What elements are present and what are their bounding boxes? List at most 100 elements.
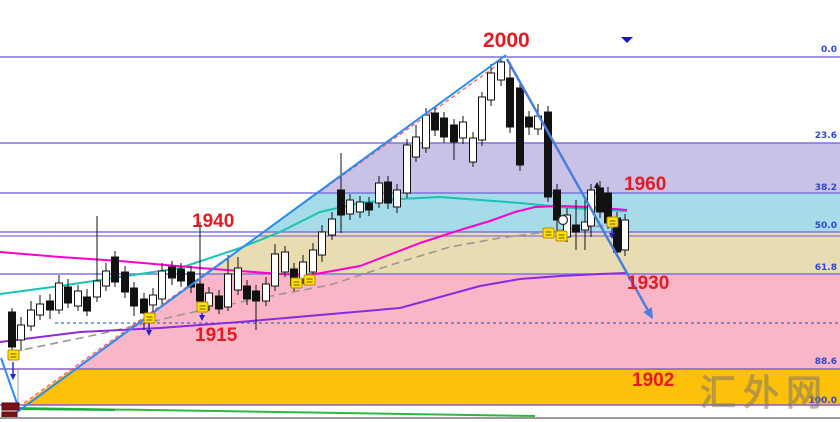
candle-body-bull [149,294,157,306]
candle-body-bear [384,181,392,204]
candle-body-bear [525,116,533,128]
candle-body-bear [121,271,129,293]
fib-label-61-8: 61.8 [814,263,837,273]
candle-body-bear [431,112,439,131]
ma-magenta [0,205,628,276]
candle-body-bear [64,286,72,304]
candle-body-bull [375,182,383,204]
tiny-up-arrow-icon [594,182,600,188]
candle-body-bear [196,283,204,302]
fib-band-1 [262,193,840,232]
candle-body-bear [572,224,580,233]
candle-body-bear [596,187,604,213]
circle-marker-icon[interactable] [557,214,569,226]
price-label-1902[interactable]: 1902 [632,370,675,391]
mini-down-arrowhead-icon [10,374,16,380]
trade-flag-icon-2[interactable] [196,301,209,313]
fib-band-4 [22,369,840,405]
candle-body-bear [544,111,552,198]
candle-body-bull [36,303,44,316]
candle-body-bull [403,144,411,194]
candle-body-bear [553,189,561,221]
fib-label-0: 0.0 [821,45,837,55]
trade-flag-icon-6[interactable] [555,230,568,242]
candle-body-bull [487,72,495,101]
trade-flag-icon-7[interactable] [606,216,619,228]
candle-body-bull [459,121,467,139]
ma-purple [0,272,628,343]
candle-body-bear [187,271,195,288]
trade-flag-icon-5[interactable] [542,227,555,239]
trade-flag-icon-1[interactable] [143,312,156,324]
candle-body-bull [17,324,25,341]
watermark-text: 汇外网 [700,373,830,414]
candle-body-bear [215,295,223,310]
candle-body-bull [422,114,430,149]
price-label-1915[interactable]: 1915 [195,325,238,346]
candle-body-bear [440,117,448,138]
gray-dashed-line [11,224,613,353]
candle-body-bear [252,290,260,302]
trade-flag-icon-4[interactable] [303,274,316,286]
candle-body-bull [299,261,307,280]
candle-body-bull [74,290,82,307]
candle-body-bull [262,283,270,302]
candle-body-bear [140,298,148,314]
fib-band-2 [204,232,840,274]
price-label-1960[interactable]: 1960 [624,174,667,195]
candle-body-bull [356,201,364,213]
candle-body-bear [337,189,345,216]
candle-body-bear [506,77,514,128]
ascending-trendline[interactable] [12,54,507,416]
fib-label-38-2: 38.2 [814,183,837,193]
green-line-1[interactable] [17,408,116,411]
candle-body-bull [621,219,629,251]
candle-body-bear [111,256,119,283]
fib-label-50-0: 50.0 [814,221,837,231]
candle-body-bull [27,309,35,327]
steep-left-trendline[interactable] [0,357,20,410]
mini-down-arrowhead-icon [199,315,205,321]
fib-label-100-0: 100.0 [808,396,837,406]
candle-body-bull [102,270,110,287]
candle-body-bull [234,267,242,291]
candle-body-bear [83,296,91,312]
candle-body-bull [318,231,326,256]
candle-body-bull [478,96,486,141]
candle-body-bull [281,251,289,273]
candle-body-bull [412,136,420,158]
candle-body-bull [393,189,401,208]
arrowhead-icon [643,307,653,320]
candle-body-bull [205,292,213,307]
mini-down-arrowhead-icon [609,233,615,239]
descending-arrow-line[interactable] [505,58,652,315]
candle-body-bull [55,282,63,311]
candle-body-bull [346,199,354,215]
candle-body-bull [93,280,101,298]
candle-body-bear [516,87,524,166]
candle-body-bull [328,218,336,236]
candle-body-bull [158,270,166,300]
candle-body-bear [130,287,138,307]
fib-band-0 [316,143,840,193]
candle-body-bear [365,202,373,211]
fib-label-23-6: 23.6 [814,131,837,141]
price-label-2000[interactable]: 2000 [483,29,530,52]
trade-flag-icon-3[interactable] [290,277,303,289]
maroon-mark-0 [1,402,20,411]
trade-flag-icon-0[interactable] [7,349,20,361]
fib-label-88-6: 88.6 [814,357,837,367]
candle-body-bull [309,249,317,273]
candle-body-bull [497,61,505,81]
candle-body-bull [469,137,477,163]
candle-body-bull [271,253,279,287]
price-label-1940[interactable]: 1940 [192,211,235,232]
candle-body-bear [243,285,251,300]
candle-body-bear [177,268,185,282]
triangle-down-marker-icon[interactable] [621,37,633,43]
price-label-1930[interactable]: 1930 [627,273,670,294]
candle-body-bull [224,273,232,308]
mini-down-arrowhead-icon [146,330,152,336]
